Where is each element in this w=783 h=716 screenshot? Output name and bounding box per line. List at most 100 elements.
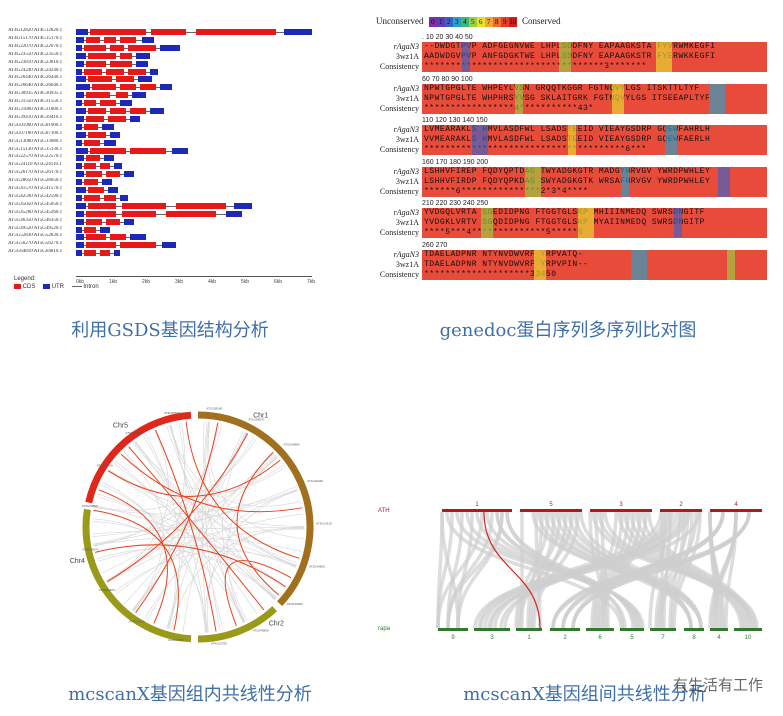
synteny-ribbon <box>573 511 693 629</box>
scale-chip: 7 <box>484 17 493 28</box>
ath-chromosome-label: 5 <box>549 502 553 508</box>
alignment-block: 210 220 230 240 250 rAgaN3 3wz1A Consistenc… <box>372 200 767 238</box>
cds-segment <box>100 100 116 107</box>
cds-segment <box>88 202 116 209</box>
cds-segment <box>84 123 98 130</box>
utr-segment <box>124 171 134 178</box>
utr-segment <box>76 52 86 59</box>
gene-label: AT4G27000 <box>129 619 145 623</box>
gene-label: AT5G24110 AT5G24110.1 <box>8 162 62 168</box>
legend-conserved: Conserved <box>521 16 561 26</box>
cds-segment <box>84 100 96 107</box>
rapa-chromosome <box>684 628 704 631</box>
cds-segment <box>86 92 110 99</box>
utr-segment <box>120 100 132 107</box>
gene-row: AT4G31550 AT4G31550.1 <box>8 99 320 107</box>
cds-segment <box>128 68 146 75</box>
syntenic-link <box>185 421 300 559</box>
rapa-chromosome-label: 7 <box>661 635 665 641</box>
sequence-line: VVMEARAKLS HMVLASDFWL LSADSTEEID VIEAYGS… <box>424 135 711 144</box>
rapa-chromosome <box>620 628 644 631</box>
utr-segment <box>76 36 84 43</box>
syntenic-link <box>106 433 249 583</box>
rapa-chromosome <box>710 628 728 631</box>
legend-utr-swatch <box>43 284 51 289</box>
utr-segment <box>100 226 110 233</box>
rapa-chromosome-label: 9 <box>451 635 455 641</box>
utr-segment <box>104 155 114 162</box>
cds-segment <box>88 108 106 114</box>
gene-row: AT4G12820 AT4G12820.1 <box>8 28 320 36</box>
alignment-block: 110 120 130 140 150 rAgaN3 3wz1A Consistenc… <box>372 117 767 155</box>
utr-segment <box>124 218 134 225</box>
rapa-chromosome <box>516 628 542 631</box>
gsds-panel: AT4G12820 AT4G12820.1 AT4G15170 AT4G15170… <box>8 24 320 294</box>
gene-label: AT5G04620 <box>99 588 115 592</box>
gene-label: AT1G08190 <box>206 406 222 410</box>
cds-segment <box>84 226 96 233</box>
scale-chip: 5 <box>468 17 477 28</box>
background-link <box>208 421 304 539</box>
axis-tick-label: 0kb <box>76 279 85 285</box>
rapa-chromosome-label: 6 <box>598 635 602 641</box>
conservation-patch <box>718 166 730 197</box>
conservation-patch <box>727 249 735 280</box>
sequence-rows: TDAELADPNR NTYNVDWVRF YRPVATQ- TDAELADPNR… <box>422 249 767 280</box>
sequence-line: TDAELADPNR NTYNVDWVRF YRPVPIN-- <box>424 259 589 269</box>
cds-segment <box>128 44 156 51</box>
cds-segment <box>86 218 102 225</box>
background-link <box>135 441 298 564</box>
utr-segment <box>76 163 82 170</box>
background-link <box>107 454 277 583</box>
sequence-names: rAgaN3 3wz1A Consistency <box>379 83 419 113</box>
cds-segment <box>90 29 146 35</box>
synteny-ribbon <box>528 511 556 629</box>
caption-gsds: 利用GSDS基因结构分析 <box>71 320 269 341</box>
conservation-patch <box>559 42 571 72</box>
utr-segment <box>76 179 82 186</box>
conservation-patch <box>578 208 594 238</box>
syntenic-link <box>120 453 303 513</box>
scale-chip: 9 <box>500 17 509 28</box>
synteny-plot: 1 5 3 2 4 9 3 1 2 6 5 7 8 4 10 ATH rapa <box>378 502 762 641</box>
position-ruler: 160 170 180 190 200 <box>422 158 489 166</box>
sequence-line: **************************************6*… <box>424 145 647 154</box>
legend-intron-line <box>71 286 82 287</box>
cds-segment <box>130 147 166 154</box>
sequence-line: LVMEARAKLS HMVLASDFWL LSADSTEEID VIEAYGS… <box>424 125 711 134</box>
ath-chromosome-label: 1 <box>475 502 479 508</box>
background-link <box>93 489 298 515</box>
gene-label: AT2G14120 <box>316 522 332 526</box>
utr-segment <box>76 100 82 107</box>
gene-label: AT5G42290 <box>97 463 113 467</box>
genome-label-ath: ATH <box>378 508 390 514</box>
sequence-rows: --DWDGTPVP ADFGEGNVWE LHPLSDDFNY EAPAAGK… <box>422 42 767 72</box>
ath-chromosome <box>710 509 762 512</box>
utr-segment <box>76 226 82 233</box>
intron-line <box>76 213 242 215</box>
cds-segment <box>110 44 124 51</box>
utr-segment <box>110 131 120 138</box>
background-link <box>204 421 221 631</box>
utr-segment <box>150 68 158 75</box>
background-link <box>204 526 305 633</box>
conservation-patch <box>656 42 672 72</box>
gene-row: AT4G23550 AT4G23550.1 <box>8 52 320 60</box>
cds-segment <box>122 202 166 209</box>
sequence-line: --DWDGTPVP ADFGEGNVWE LHPLSDDFNY EAPAAGK… <box>424 42 716 51</box>
gene-label: AT5G26890 <box>82 504 98 508</box>
cds-segment <box>104 36 116 43</box>
utr-segment <box>76 60 84 67</box>
watermark: 有生活有工作 <box>672 676 763 694</box>
cds-segment <box>130 108 146 114</box>
sequence-line: TDAELADPNR NTYNVDWVRF YRPVATQ- <box>424 249 584 259</box>
chromosome-label: Chr2 <box>269 621 284 628</box>
syntenic-link <box>98 489 168 624</box>
rapa-chromosome-label: 1 <box>527 635 531 641</box>
synteny-ribbon <box>446 511 504 629</box>
conservation-patch <box>674 208 682 238</box>
genedoc-legend: Unconserved 0 1 2 3 4 5 6 7 8 9 10 Conserved <box>376 16 561 28</box>
conservation-patch <box>709 83 725 114</box>
legend-cds-swatch <box>14 284 21 289</box>
legend-title: Legend: <box>14 276 36 282</box>
